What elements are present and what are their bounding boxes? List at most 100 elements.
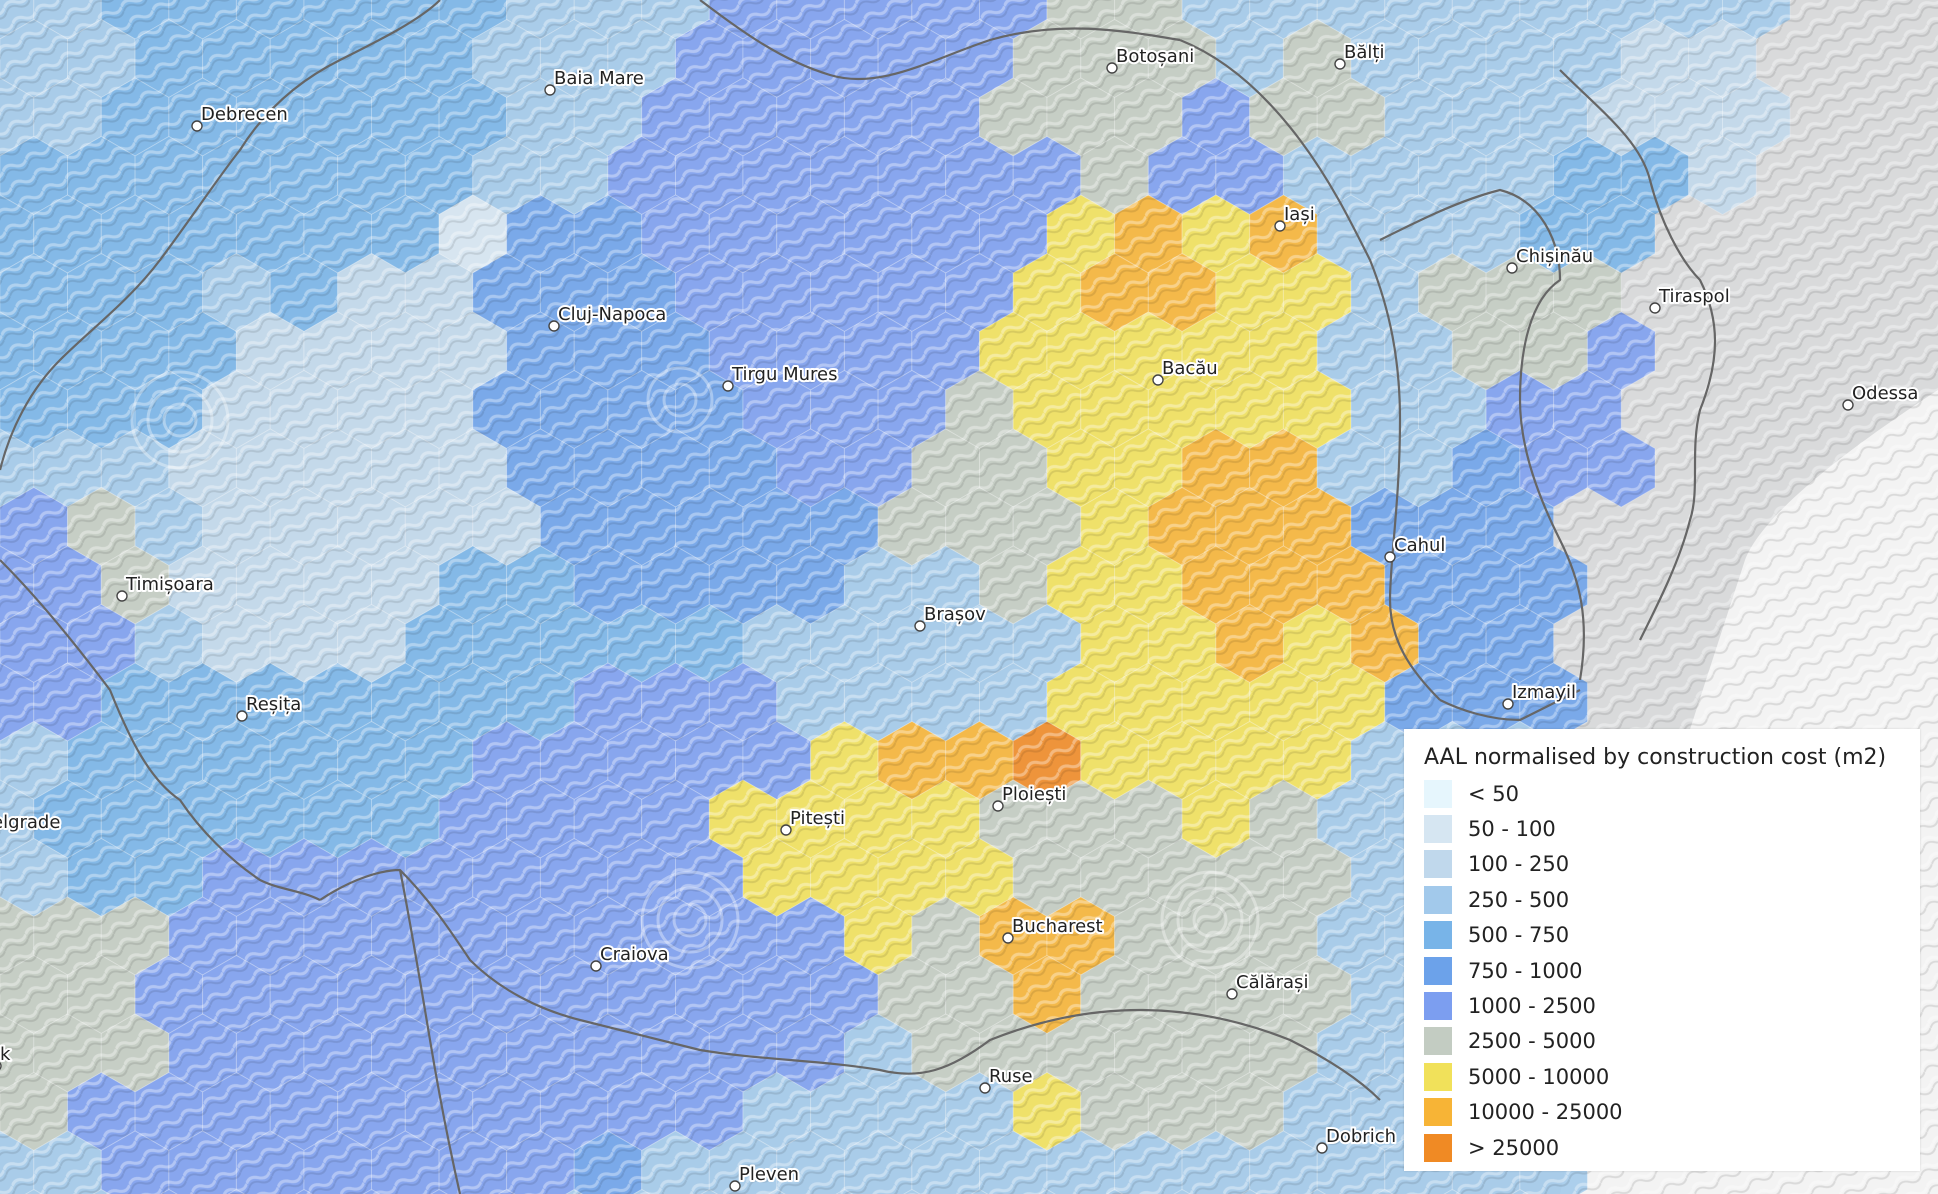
city-marker[interactable]: Reșița [236, 692, 303, 722]
city-marker[interactable]: Debrecen [191, 102, 290, 132]
legend-swatch [1424, 956, 1452, 985]
legend-label: 250 - 500 [1468, 887, 1570, 912]
city-marker[interactable]: elgrade [0, 810, 62, 839]
city-label: Baia Mare [554, 68, 644, 89]
legend-item: 10000 - 25000 [1424, 1095, 1900, 1130]
city-marker[interactable]: Tirgu Mures [722, 362, 839, 392]
legend-item: 2500 - 5000 [1424, 1024, 1900, 1059]
city-dot [992, 800, 1004, 812]
legend-item: 750 - 1000 [1424, 953, 1900, 988]
city-marker[interactable]: Brașov [914, 602, 988, 632]
city-marker[interactable]: Craiova [590, 942, 671, 972]
city-marker[interactable]: Iași [1274, 202, 1317, 232]
shake-watermarks [130, 366, 1260, 970]
city-dot [722, 380, 734, 392]
city-marker[interactable]: Bacău [1152, 356, 1220, 386]
legend-label: 5000 - 10000 [1468, 1064, 1610, 1089]
legend-items: < 50 50 - 100 100 - 250 250 - 500 500 - 750 7… [1424, 776, 1900, 1165]
city-marker[interactable]: Tiraspol [1649, 284, 1732, 314]
city-label: Cluj-Napoca [558, 304, 666, 325]
city-label: Ruse [989, 1066, 1033, 1087]
legend-item: 250 - 500 [1424, 882, 1900, 917]
city-dot [1502, 698, 1514, 710]
city-marker[interactable]: Ruse [979, 1064, 1035, 1094]
city-marker[interactable]: Călărași [1226, 970, 1310, 1000]
legend-label: > 25000 [1468, 1135, 1560, 1160]
legend-swatch [1424, 1062, 1452, 1091]
city-label: Bacău [1162, 358, 1218, 379]
city-dot [1334, 58, 1346, 70]
city-dot [1002, 932, 1014, 944]
city-marker[interactable]: Izmayil [1502, 680, 1578, 710]
legend-title: AAL normalised by construction cost (m2) [1424, 745, 1887, 770]
legend-label: < 50 [1468, 781, 1519, 806]
city-label: k [0, 1044, 11, 1065]
city-dot [780, 824, 792, 836]
city-dot [236, 710, 248, 722]
legend-swatch [1424, 992, 1452, 1021]
legend-item: < 50 [1424, 776, 1900, 811]
legend-swatch [1424, 921, 1452, 950]
city-marker[interactable]: k [0, 1042, 13, 1071]
legend-label: 50 - 100 [1468, 817, 1556, 842]
city-dot [1842, 399, 1854, 411]
legend-swatch [1424, 1098, 1452, 1127]
city-dot [1316, 1142, 1328, 1154]
city-label: Tirgu Mures [731, 364, 837, 385]
city-dot [590, 960, 602, 972]
legend-item: 50 - 100 [1424, 811, 1900, 846]
city-dot [1274, 220, 1286, 232]
legend-item: 5000 - 10000 [1424, 1059, 1900, 1094]
city-label: elgrade [0, 812, 60, 833]
city-label: Botoșani [1116, 46, 1194, 67]
legend-swatch [1424, 885, 1452, 914]
legend-swatch [1424, 850, 1452, 879]
city-label: Bălți [1344, 42, 1384, 63]
city-label: Craiova [600, 944, 669, 965]
city-marker[interactable]: Chișinău [1506, 244, 1595, 274]
city-marker[interactable]: Timișoara [116, 572, 216, 602]
city-label: Iași [1284, 204, 1315, 225]
legend-swatch [1424, 815, 1452, 844]
city-marker[interactable]: Cahul [1384, 533, 1447, 563]
city-marker[interactable]: Bucharest [1002, 914, 1105, 944]
city-dot [979, 1082, 991, 1094]
city-label: Tiraspol [1658, 286, 1730, 307]
legend-item: 100 - 250 [1424, 847, 1900, 882]
city-labels: Debrecen Baia Mare Botoșani Bălți Iași Chișin… [0, 40, 1920, 1192]
city-label: Izmayil [1512, 682, 1576, 703]
city-dot [548, 320, 560, 332]
city-dot [191, 120, 203, 132]
legend-swatch [1424, 779, 1452, 808]
city-marker[interactable]: Pitești [780, 806, 847, 836]
city-label: Brașov [924, 604, 986, 625]
city-marker[interactable]: Bălți [1334, 40, 1386, 70]
city-dot [1506, 262, 1518, 274]
city-dot [729, 1180, 741, 1192]
city-label: Călărași [1236, 972, 1308, 993]
city-label: Odessa [1852, 383, 1918, 404]
legend-swatch [1424, 1133, 1452, 1162]
legend-label: 500 - 750 [1468, 923, 1570, 948]
city-marker[interactable]: Pleven [729, 1162, 801, 1192]
city-marker[interactable]: Dobrich [1316, 1124, 1398, 1154]
city-dot [1152, 374, 1164, 386]
city-dot [544, 84, 556, 96]
city-marker[interactable]: Botoșani [1106, 44, 1196, 74]
city-marker[interactable]: Ploiești [992, 782, 1068, 812]
city-marker[interactable]: Odessa [1842, 381, 1920, 411]
legend-label: 750 - 1000 [1468, 958, 1583, 983]
legend-item: 500 - 750 [1424, 918, 1900, 953]
legend-label: 10000 - 25000 [1468, 1100, 1623, 1125]
legend-label: 2500 - 5000 [1468, 1029, 1596, 1054]
legend-label: 1000 - 2500 [1468, 994, 1596, 1019]
city-marker[interactable]: Baia Mare [544, 66, 646, 96]
city-marker[interactable]: Cluj-Napoca [548, 302, 668, 332]
legend: AAL normalised by construction cost (m2)… [1404, 729, 1920, 1171]
city-label: Timișoara [125, 574, 214, 595]
city-dot [116, 590, 128, 602]
borders [0, 0, 1717, 1194]
legend-item: 1000 - 2500 [1424, 988, 1900, 1023]
city-label: Reșița [246, 694, 301, 715]
